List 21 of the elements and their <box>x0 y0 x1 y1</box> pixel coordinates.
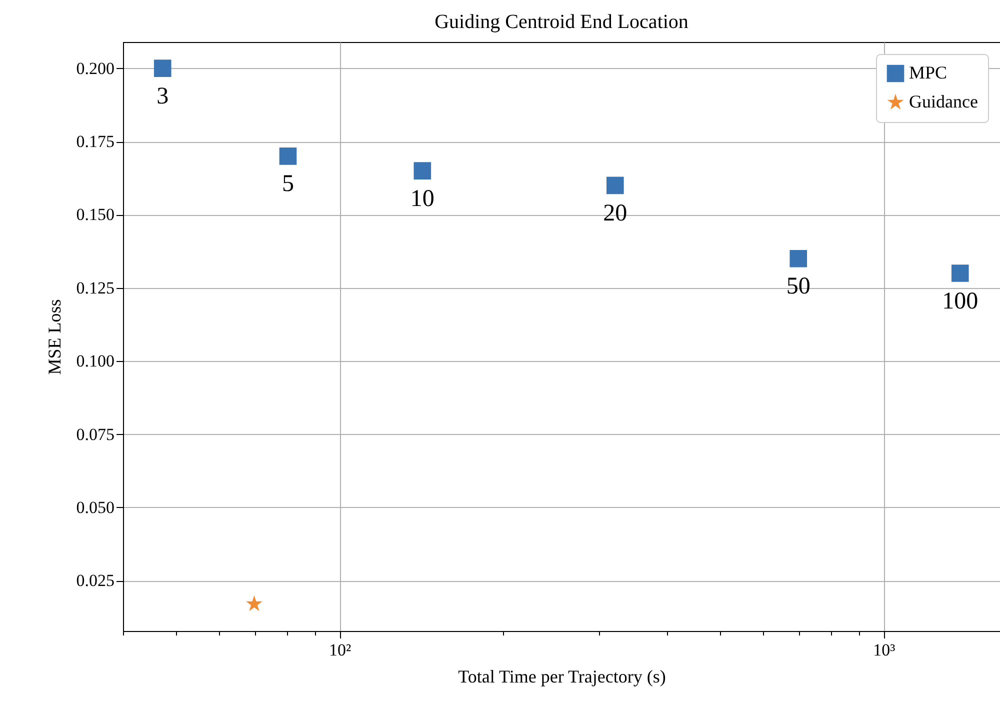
y-tick-label: 0.100 <box>76 352 114 371</box>
chart-title: Guiding Centroid End Location <box>434 11 688 33</box>
y-tick-label: 0.050 <box>76 498 114 517</box>
y-tick-label: 0.075 <box>76 424 114 444</box>
legend-label: MPC <box>909 62 948 82</box>
annotation: 3 <box>156 83 169 110</box>
annotation: 5 <box>282 171 294 198</box>
annotation: 20 <box>603 200 628 226</box>
x-tick-label: 10² <box>328 640 352 660</box>
y-tick-label: 0.125 <box>76 278 114 298</box>
y-tick-label: 0.200 <box>76 58 114 78</box>
y-tick-label: 0.175 <box>76 132 114 152</box>
annotation: 10 <box>410 186 434 212</box>
x-tick-label: 10³ <box>873 640 896 660</box>
annotation: 50 <box>786 274 810 300</box>
x-axis-title: Total Time per Trajectory (s) <box>458 666 666 686</box>
y-tick-label: 0.025 <box>76 571 114 590</box>
annotation: 100 <box>942 288 978 314</box>
y-axis-title: MSE Loss <box>44 299 64 375</box>
legend-label: Guidance <box>909 92 978 112</box>
y-tick-label: 0.150 <box>76 205 114 224</box>
